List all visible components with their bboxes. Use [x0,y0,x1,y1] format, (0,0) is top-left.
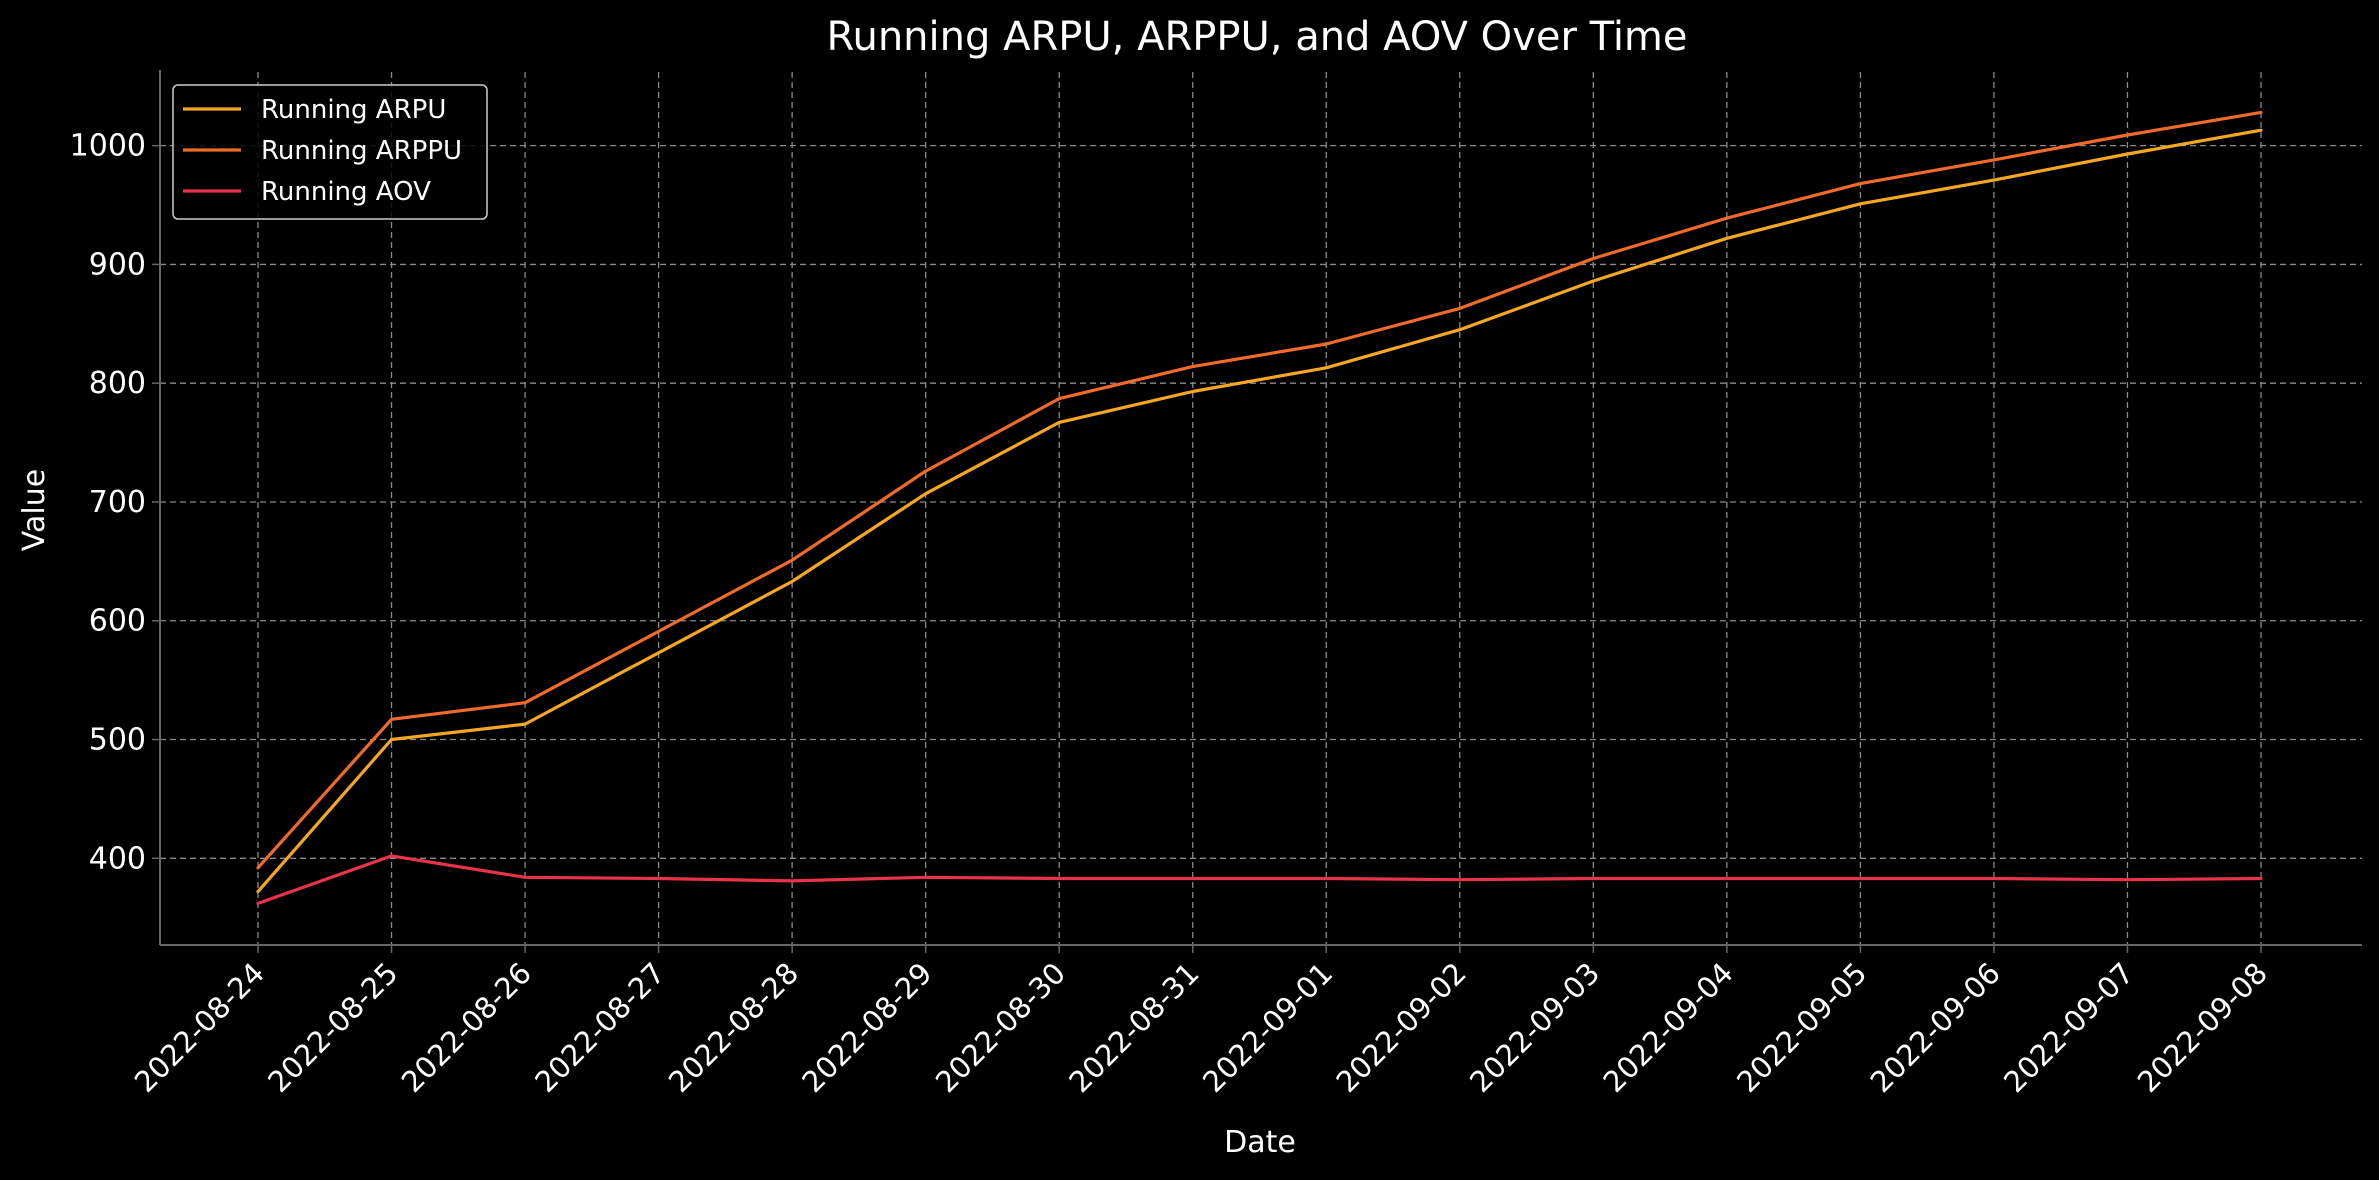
legend-label: Running ARPPU [261,136,462,166]
x-axis-label: Date [1224,1125,1296,1160]
y-tick-label: 600 [89,604,146,639]
series-line [256,854,2263,906]
legend-label: Running AOV [261,177,431,207]
chart-title: Running ARPU, ARPPU, and AOV Over Time [826,14,1687,60]
grid [160,72,2362,945]
y-tick-label: 500 [89,723,146,758]
y-tick-label: 700 [89,485,146,520]
y-axis-label: Value [17,469,52,551]
y-tick-label: 400 [89,841,146,876]
series-line [256,128,2263,894]
y-tick-label: 900 [89,247,146,282]
series-line [256,110,2263,870]
legend-box [172,84,488,220]
legend-label: Running ARPU [261,95,446,125]
legend: Running ARPU Running ARPPU Running AOV [172,84,488,220]
series [256,110,2263,906]
y-tick-label: 800 [89,366,146,401]
y-tick-label: 1000 [70,129,146,164]
